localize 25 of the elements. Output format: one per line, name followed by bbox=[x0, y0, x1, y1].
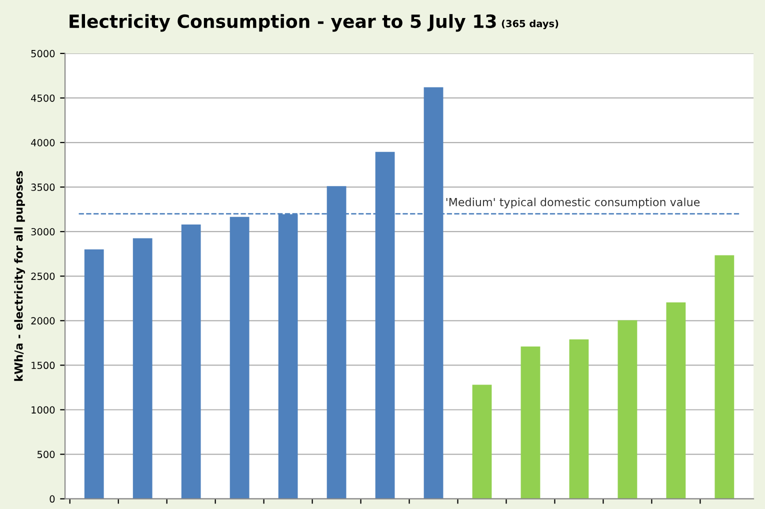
y-tick-label: 4000 bbox=[31, 139, 55, 146]
y-axis-title: kWh/a - electricity for all puposes bbox=[14, 170, 26, 381]
chart-title: Electricity Consumption - year to 5 July 13 bbox=[70, 14, 496, 32]
y-tick-label: 1500 bbox=[32, 362, 55, 370]
bar bbox=[84, 249, 104, 499]
y-tick-label: 0 bbox=[50, 495, 55, 503]
ref-line-label: 'Medium' typical domestic consumption value bbox=[446, 198, 700, 208]
bar bbox=[618, 320, 638, 499]
bar bbox=[132, 238, 152, 499]
y-tick-label: 3500 bbox=[31, 184, 55, 191]
y-tick-label: 2500 bbox=[31, 272, 55, 280]
y-tick-label: 500 bbox=[37, 450, 55, 458]
bar bbox=[181, 224, 201, 499]
bar bbox=[520, 346, 540, 499]
bar bbox=[230, 216, 250, 499]
bar bbox=[666, 302, 686, 499]
chart-subtitle: (365 days) bbox=[502, 20, 558, 30]
y-tick-label: 1000 bbox=[32, 406, 55, 414]
y-tick-label: 3000 bbox=[31, 228, 55, 236]
y-tick-label: 5000 bbox=[31, 50, 55, 58]
y-tick-label: 2000 bbox=[31, 317, 55, 324]
bar bbox=[714, 255, 734, 499]
bar bbox=[472, 384, 492, 499]
y-tick-label: 4500 bbox=[31, 94, 55, 102]
bar bbox=[569, 339, 589, 499]
